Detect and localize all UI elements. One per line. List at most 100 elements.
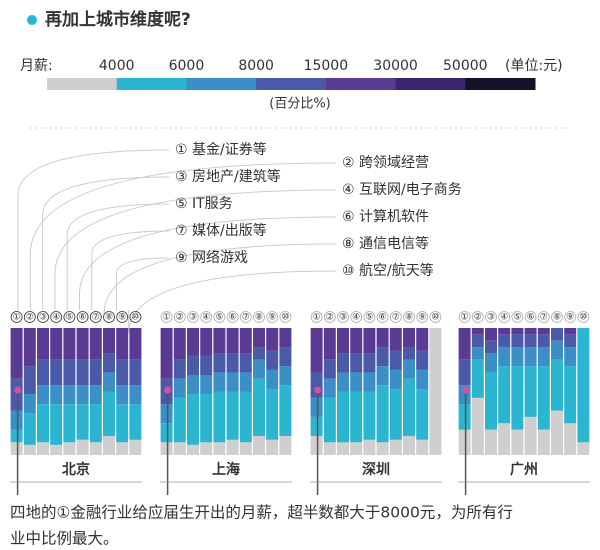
bar-segment [37, 442, 49, 455]
x-tick-label: ⑤ [513, 313, 521, 323]
bar-segment [403, 328, 415, 348]
bar-segment [253, 328, 265, 348]
bar-segment [23, 444, 36, 455]
bar-segment [376, 366, 389, 386]
bar-segment [213, 391, 226, 443]
bar-segment [76, 359, 89, 386]
bar-segment [50, 328, 63, 360]
x-tick-label: ⑨ [268, 313, 276, 323]
legend-tick: 4000 [99, 58, 135, 74]
legend-swatch [47, 78, 118, 90]
bar-segment [458, 429, 471, 455]
bar-segment [416, 369, 429, 389]
bar-segment [416, 439, 429, 455]
bar-segment [187, 374, 199, 395]
x-tick-label: ⑩ [431, 313, 439, 323]
x-tick-label: ① [163, 313, 171, 323]
bar-segment [63, 404, 76, 443]
bar-segment [187, 328, 199, 356]
x-tick-label: ② [26, 313, 34, 323]
bar-segment [471, 328, 484, 335]
x-tick-label: ⑥ [79, 313, 87, 323]
category-circle [511, 311, 524, 323]
x-tick-label: ① [313, 313, 321, 323]
x-tick-label: ⑤ [65, 313, 73, 323]
bar-segment [511, 429, 524, 455]
industry-label: ⑦ 媒体/出版等 [175, 222, 267, 239]
legend-caption: (百分比%) [269, 97, 331, 112]
x-tick-label: ⑦ [92, 313, 100, 323]
category-circle [416, 311, 429, 323]
legend-swatch [186, 78, 257, 90]
bar-segment [226, 391, 239, 440]
bar-segment [173, 359, 186, 379]
bar-segment [389, 369, 402, 389]
bar-segment [498, 366, 511, 424]
category-circle [253, 311, 265, 323]
bar-segment [416, 328, 429, 351]
bar-segment [116, 328, 129, 360]
pin-head [314, 386, 322, 394]
category-circle [551, 311, 563, 323]
x-tick-label: ⑤ [215, 313, 223, 323]
bar-segment [103, 353, 115, 373]
bar-segment [350, 328, 363, 354]
pin-head [462, 386, 470, 394]
bar-segment [213, 353, 226, 373]
bar-segment [187, 444, 199, 455]
bar-segment [537, 334, 550, 348]
bar-segment [511, 347, 524, 367]
bar-segment [89, 442, 102, 455]
bar-segment [116, 442, 129, 455]
connector [79, 216, 337, 310]
category-circle [76, 311, 89, 323]
bar-segment [350, 372, 363, 392]
x-tick-label: ⑧ [553, 313, 561, 323]
bar-segment [337, 328, 349, 354]
bar-segment [239, 353, 252, 373]
bar-segment [350, 353, 363, 373]
bar-segment [50, 404, 63, 445]
x-tick-label: ⑥ [229, 313, 237, 323]
bar-segment [458, 404, 471, 430]
bar-segment [389, 328, 402, 351]
x-tick-label: ⑤ [365, 313, 373, 323]
bar-segment [129, 404, 142, 440]
bar-segment [537, 429, 550, 455]
bar-segment [363, 328, 376, 354]
bar-segment [89, 328, 102, 360]
bar-segment [337, 391, 349, 443]
bar-segment [485, 429, 497, 455]
legend-unit: (单位:元) [505, 58, 563, 74]
chart-title: 广州 [510, 461, 538, 478]
bar-segment [253, 347, 265, 360]
category-circle [498, 311, 511, 323]
bar-segment [50, 444, 63, 455]
bar-segment [173, 442, 186, 455]
bar-segment [363, 439, 376, 455]
bar-segment [389, 388, 402, 440]
bar-segment [187, 394, 199, 445]
bar-segment [403, 435, 415, 455]
bar-segment [323, 378, 336, 398]
bar-segment [279, 385, 292, 436]
category-circle [564, 311, 577, 323]
bar-segment [226, 328, 239, 354]
category-circle [63, 311, 76, 323]
bar-segment [10, 378, 23, 411]
legend-tick: 6000 [169, 58, 205, 74]
category-circle [376, 311, 389, 323]
bar-segment [10, 328, 23, 379]
bar-segment [564, 347, 577, 367]
category-circle [429, 311, 442, 323]
bar-segment [76, 385, 89, 405]
bar-segment [337, 442, 349, 455]
note: 四地的①金融行业给应届生开出的月薪，超半数都大于8000元，为所有行 [10, 503, 513, 522]
bar-segment [323, 397, 336, 443]
bar-segment [63, 359, 76, 386]
bar-segment [376, 328, 389, 348]
bar-segment [485, 328, 497, 341]
bar-segment [173, 397, 186, 443]
x-tick-label: ① [13, 313, 21, 323]
bar-segment [429, 328, 442, 455]
